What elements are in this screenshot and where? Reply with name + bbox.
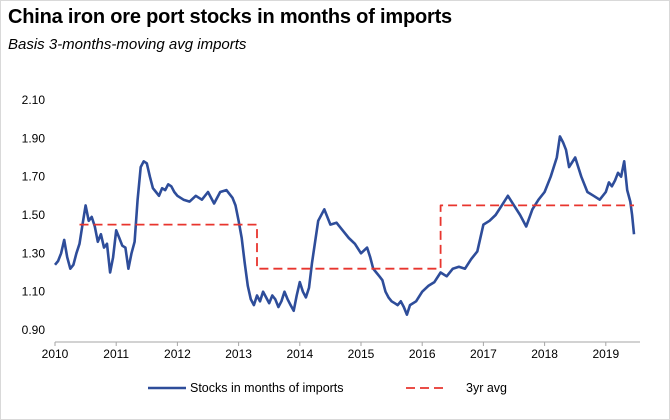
y-tick-label: 2.10: [22, 93, 46, 107]
y-tick-label: 1.50: [22, 208, 46, 222]
series-line-stocks: [53, 135, 636, 317]
x-axis: 2010 2011 2012 2013 2014 2015 2016 2017 2018 2019: [42, 341, 640, 361]
y-tick-label: 1.70: [22, 170, 46, 184]
y-tick-label: 0.90: [22, 323, 46, 337]
series-group: [53, 135, 636, 317]
x-tick-label: 2017: [470, 347, 497, 361]
legend-label: Stocks in months of imports: [190, 381, 344, 395]
chart-title: China iron ore port stocks in months of …: [8, 6, 452, 28]
legend: Stocks in months of imports 3yr avg: [148, 381, 507, 395]
x-tick-label: 2011: [103, 347, 129, 361]
legend-label: 3yr avg: [466, 381, 507, 395]
y-tick-label: 1.30: [22, 246, 46, 260]
x-tick-label: 2019: [592, 347, 619, 361]
x-tick-label: 2013: [225, 347, 252, 361]
y-tick-label: 1.90: [22, 131, 46, 145]
x-tick-label: 2010: [42, 347, 69, 361]
x-tick-label: 2016: [409, 347, 436, 361]
x-tick-label: 2015: [348, 347, 375, 361]
series-line-3yr-avg: [79, 204, 634, 270]
y-axis: 0.90 1.10 1.30 1.50 1.70 1.90 2.10: [22, 93, 46, 337]
x-tick-label: 2014: [286, 347, 313, 361]
x-tick-label: 2012: [164, 347, 191, 361]
y-tick-label: 1.10: [22, 285, 46, 299]
chart-subtitle: Basis 3-months-moving avg imports: [8, 36, 247, 53]
x-tick-label: 2018: [531, 347, 558, 361]
